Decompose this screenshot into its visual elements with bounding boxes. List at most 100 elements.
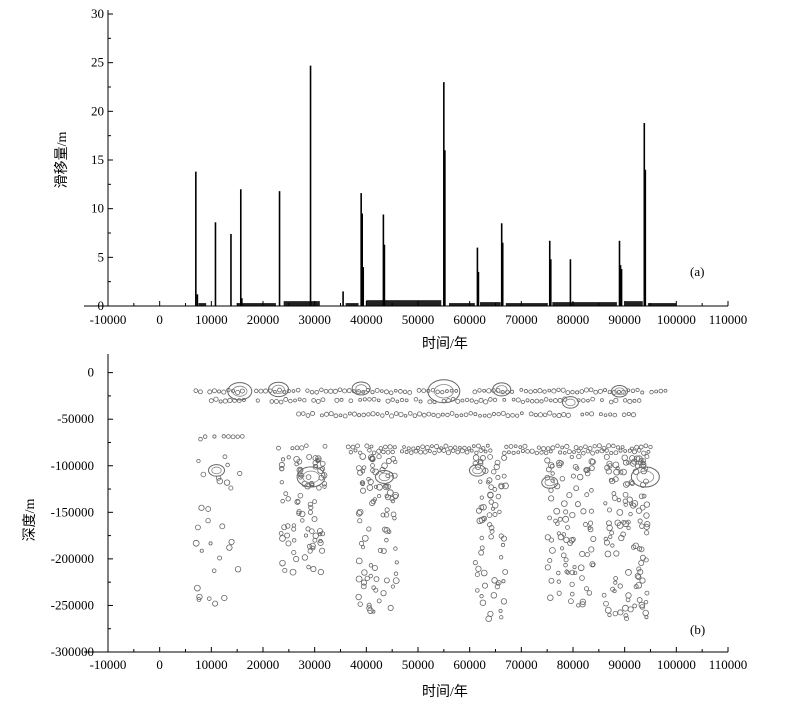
- band-2-point-51: [542, 412, 548, 418]
- band-2-point-7: [333, 413, 339, 419]
- slip-background-segment-2: [283, 301, 320, 306]
- band-2-point-52: [547, 410, 553, 416]
- cluster-5-point-74: [632, 603, 638, 609]
- band-4-point-0: [276, 445, 281, 451]
- panel-b-x-axis-title: 时间/年: [422, 684, 468, 700]
- cluster-4-point-43: [548, 537, 555, 543]
- cluster-5-point-0: [603, 501, 608, 506]
- band-1-point-43: [469, 398, 474, 403]
- cluster-4-point-81: [589, 488, 594, 493]
- cluster-2-point-15: [368, 563, 374, 568]
- band-5-point-55: [627, 448, 632, 453]
- slip-background-segment-1: [237, 303, 276, 306]
- band-1-point-51: [515, 397, 521, 403]
- band-2-point-11: [351, 411, 357, 417]
- cluster-1-point-21: [297, 467, 303, 473]
- cluster-5-point-63: [643, 478, 649, 485]
- band-2-point-21: [398, 411, 404, 418]
- cluster-3-point-19: [478, 549, 485, 556]
- band-4-point-29: [467, 446, 472, 451]
- band-4-point-48: [583, 444, 588, 450]
- cluster-3-point-64: [491, 469, 497, 475]
- band-5-point-24: [469, 448, 474, 453]
- cluster-5-point-19: [639, 554, 646, 561]
- cluster-5-point-11: [643, 512, 650, 519]
- large-event-3: [296, 466, 326, 488]
- cluster-5-point-114: [608, 534, 613, 539]
- cluster-4-point-79: [544, 564, 551, 571]
- cluster-3-point-18: [500, 598, 508, 605]
- cluster-2-point-84: [382, 526, 388, 533]
- cluster-4-point-77: [586, 467, 591, 472]
- large-event-inner-4: [355, 384, 367, 393]
- band-2-point-34: [459, 413, 464, 418]
- cluster-3-point-17: [488, 484, 494, 490]
- cluster-2-point-39: [380, 548, 387, 554]
- cluster-1-point-25: [310, 566, 317, 573]
- panel-a-x-tick-label-9: 80000: [557, 312, 590, 327]
- cluster-3-point-23: [475, 565, 482, 572]
- cluster-3-point-57: [498, 555, 504, 560]
- cluster-3-point-11: [495, 474, 501, 480]
- band-0-point-80: [607, 390, 612, 395]
- band-1-point-50: [511, 397, 516, 402]
- cluster-5-point-92: [620, 531, 626, 538]
- cluster-4-point-4: [584, 470, 591, 477]
- band-3-point-1: [202, 434, 208, 439]
- band-4-point-44: [560, 445, 565, 450]
- cluster-5-point-84: [615, 466, 620, 471]
- cluster-4-point-51: [590, 562, 596, 567]
- cluster-4-point-12: [550, 471, 555, 476]
- band-5-point-26: [478, 447, 484, 453]
- band-0-point-67: [547, 388, 552, 393]
- band-0-point-65: [537, 388, 543, 394]
- band-5-point-31: [511, 450, 516, 455]
- band-4-point-26: [453, 445, 458, 450]
- band-0-point-39: [393, 388, 398, 393]
- cluster-4-point-88: [559, 475, 566, 482]
- band-0-point-38: [388, 390, 394, 396]
- band-1-point-60: [557, 398, 563, 403]
- cluster-4-point-67: [572, 570, 578, 576]
- band-2-point-64: [621, 412, 627, 418]
- cluster-5-point-10: [603, 536, 609, 542]
- panel-a-y-tick-label-4: 20: [91, 103, 104, 118]
- cluster-5-point-17: [639, 577, 646, 584]
- panel-b-x-tick-label-3: 20000: [247, 657, 280, 672]
- band-2-point-25: [416, 411, 423, 417]
- band-2-point-32: [449, 411, 455, 416]
- band-5-point-43: [572, 450, 576, 454]
- cluster-4-point-8: [563, 557, 569, 563]
- band-2-point-28: [431, 412, 436, 418]
- band-2-point-17: [380, 413, 385, 418]
- band-0-point-2: [207, 389, 213, 395]
- cluster-5-point-20: [627, 606, 634, 613]
- cluster-5-point-108: [633, 455, 641, 462]
- cluster-1-point-81: [284, 532, 290, 539]
- cluster-1-point-33: [283, 491, 289, 497]
- cluster-4-point-50: [588, 546, 595, 553]
- band-4-point-53: [606, 443, 612, 449]
- cluster-5-point-70: [614, 519, 622, 527]
- cluster-4-point-73: [549, 547, 556, 554]
- cluster-4-point-84: [587, 520, 594, 526]
- cluster-5-point-100: [640, 458, 647, 464]
- cluster-2-point-56: [356, 465, 362, 471]
- cluster-5-point-24: [603, 600, 609, 607]
- band-4-point-38: [522, 443, 528, 449]
- band-1-point-3: [222, 398, 228, 404]
- band-1-point-41: [460, 398, 465, 403]
- cluster-1-point-53: [307, 501, 313, 508]
- panel-a-x-tick-label-3: 20000: [247, 312, 280, 327]
- band-5-point-12: [413, 449, 419, 454]
- band-2-point-48: [528, 411, 534, 417]
- cluster-4-point-5: [570, 536, 576, 542]
- band-5-point-53: [618, 448, 623, 453]
- cluster-3-point-1: [479, 545, 485, 551]
- cluster-4-point-72: [573, 485, 580, 492]
- panel-b-x-tick-label-0: -10000: [90, 657, 127, 672]
- band-5-point-36: [534, 450, 539, 456]
- cluster-1-point-68: [321, 481, 328, 487]
- band-5-point-4: [371, 450, 377, 456]
